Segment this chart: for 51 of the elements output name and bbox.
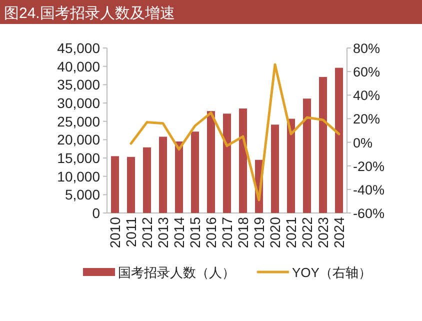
legend-label: YOY（右轴） — [292, 265, 372, 280]
y-tick-label: 40,000 — [57, 58, 100, 74]
bar — [239, 108, 247, 213]
bar — [335, 68, 343, 213]
x-tick-label: 2022 — [299, 216, 315, 248]
y-tick-label: 10,000 — [57, 168, 100, 184]
bar — [159, 136, 167, 213]
x-tick-label: 2018 — [235, 216, 251, 248]
y2-tick-label: 0% — [353, 135, 373, 150]
x-tick-label: 2013 — [155, 216, 171, 248]
x-tick-label: 2023 — [315, 216, 331, 248]
bar — [207, 111, 215, 213]
legend-label: 国考招录人数（人） — [118, 265, 235, 280]
y2-tick-label: 40% — [353, 88, 380, 104]
bar — [223, 114, 231, 213]
x-tick-label: 2024 — [331, 216, 347, 248]
x-tick-label: 2010 — [107, 216, 123, 248]
y-tick-label: 5,000 — [64, 186, 100, 203]
x-tick-label: 2020 — [267, 216, 283, 248]
x-tick-label: 2017 — [219, 216, 235, 248]
bar — [319, 76, 327, 213]
x-tick-label: 2012 — [139, 216, 155, 248]
chart-title: 图24.国考招录人数及增速 — [4, 5, 175, 22]
y-tick-label: 45,000 — [57, 40, 100, 56]
y-tick-label: 15,000 — [57, 150, 100, 166]
y2-tick-label: 20% — [353, 112, 380, 127]
bar — [271, 124, 279, 213]
bar — [287, 118, 295, 213]
bar — [175, 142, 183, 213]
y2-tick-label: -60% — [353, 206, 385, 221]
x-tick-label: 2011 — [123, 216, 139, 248]
y-tick-label: 0 — [92, 205, 100, 221]
x-tick-label: 2019 — [251, 216, 267, 248]
y2-tick-label: -20% — [353, 158, 385, 174]
bar — [143, 147, 151, 213]
x-tick-label: 2021 — [283, 216, 299, 248]
bar — [111, 156, 119, 213]
y-tick-label: 20,000 — [57, 132, 100, 148]
y-tick-label: 25,000 — [57, 113, 100, 130]
y-tick-label: 35,000 — [57, 76, 100, 93]
x-tick-label: 2015 — [187, 216, 203, 248]
bar — [127, 156, 135, 213]
line-series — [130, 63, 340, 202]
x-tick-label: 2014 — [171, 216, 187, 248]
y2-tick-label: 80% — [353, 41, 380, 56]
y2-tick-label: 60% — [353, 64, 380, 80]
x-tick-label: 2016 — [203, 216, 219, 248]
bar — [191, 132, 199, 213]
y2-tick-label: -40% — [353, 182, 385, 198]
bar — [303, 98, 311, 213]
y-tick-label: 30,000 — [57, 95, 100, 111]
